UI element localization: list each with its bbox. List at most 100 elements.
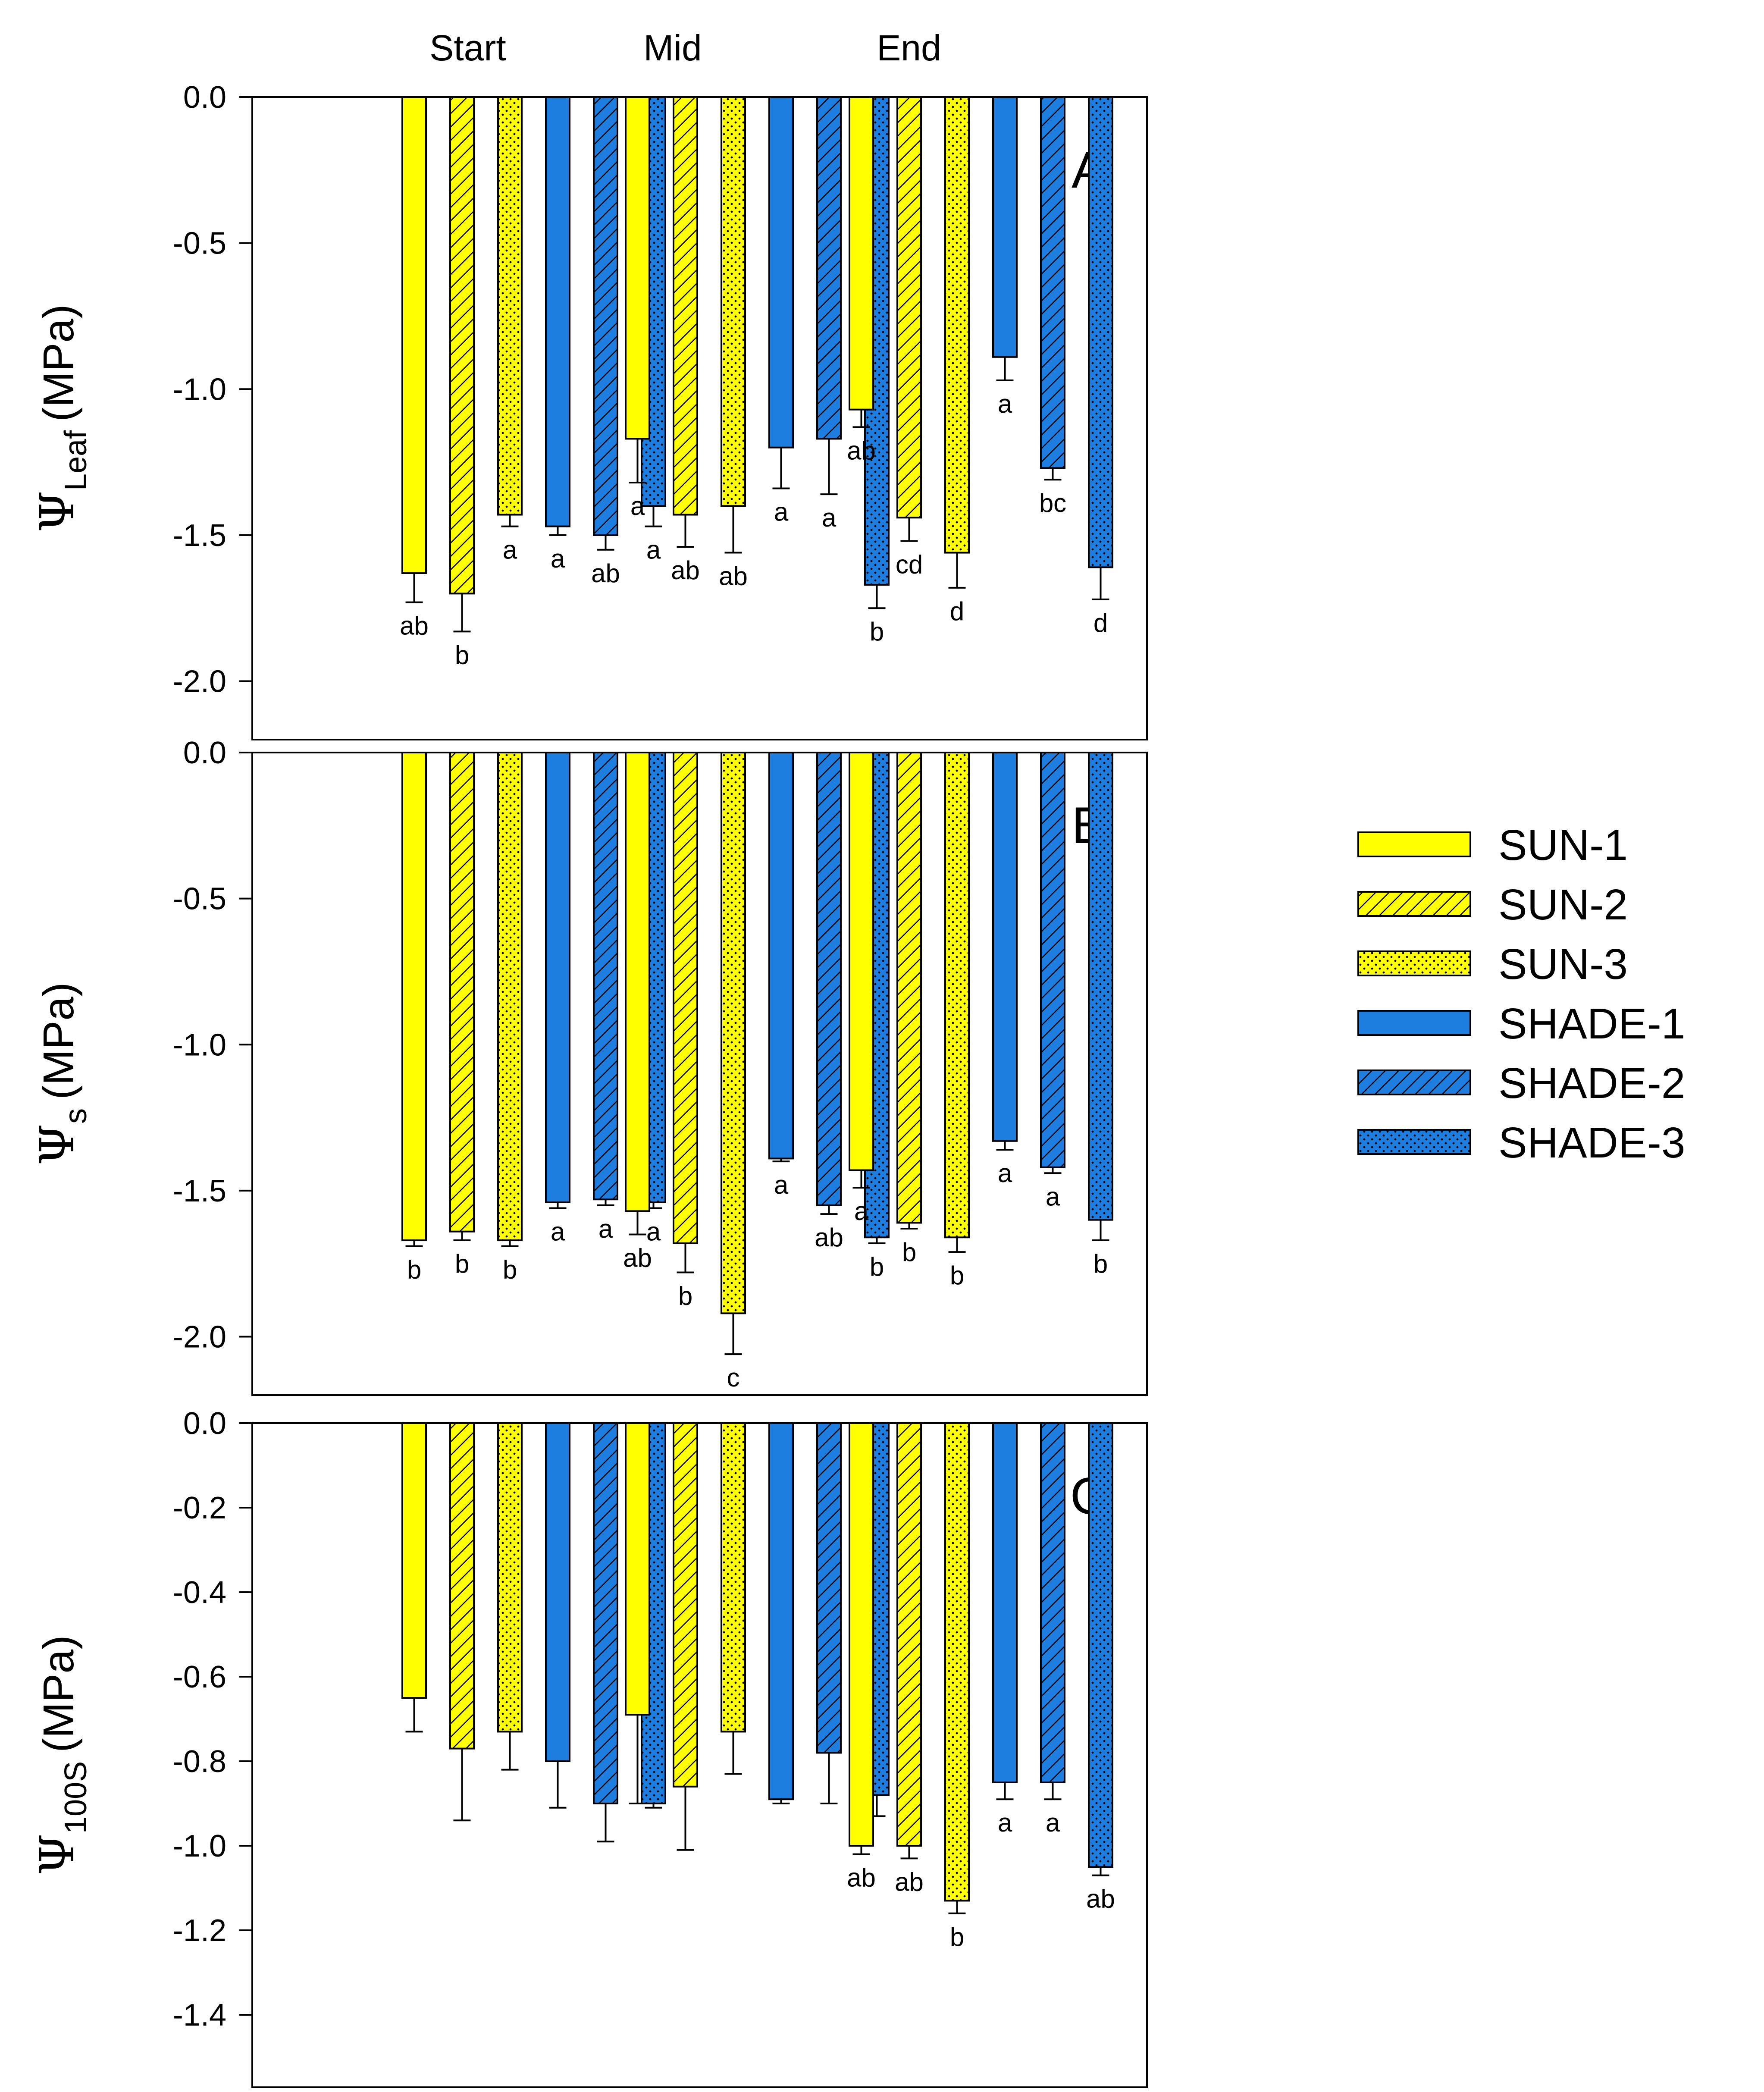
y-axis-subscript: s bbox=[59, 1108, 93, 1124]
legend-item-sun-2: SUN-2 bbox=[1357, 881, 1628, 929]
legend-item-shade-2: SHADE-2 bbox=[1357, 1059, 1685, 1107]
bar-outline bbox=[545, 96, 570, 527]
bar-shade-1-start bbox=[545, 1422, 570, 1762]
bar-fill bbox=[849, 753, 873, 1170]
period-label-end: End bbox=[877, 28, 941, 68]
bar-pattern bbox=[817, 97, 841, 439]
bar-pattern bbox=[594, 97, 617, 535]
period-label-mid: Mid bbox=[643, 28, 702, 68]
bar-pattern bbox=[674, 753, 697, 1243]
bar-sun-2-start bbox=[449, 96, 475, 595]
panel-a: 0.0-0.5-1.0-1.5-2.0AΨLeaf(MPa)abbaaabaaa… bbox=[29, 80, 1148, 740]
bar-shade-1-mid bbox=[768, 1422, 794, 1800]
y-axis-symbol: Ψ bbox=[29, 1124, 85, 1165]
significance-letter: ab bbox=[895, 1867, 924, 1896]
legend-swatch-outline bbox=[1357, 1070, 1471, 1095]
bar-pattern bbox=[721, 1423, 745, 1732]
bar-pattern bbox=[817, 1423, 841, 1753]
bar-shade-2-start bbox=[593, 96, 618, 536]
bar-sun-1-end bbox=[849, 1422, 874, 1847]
significance-letter: b bbox=[902, 1238, 916, 1267]
significance-letter: a bbox=[774, 1170, 789, 1199]
y-axis-symbol: Ψ bbox=[29, 1834, 85, 1875]
bar-pattern bbox=[498, 97, 522, 515]
significance-letter: c bbox=[727, 1363, 740, 1392]
bar-sun-1-start bbox=[401, 752, 427, 1242]
bar-pattern bbox=[498, 753, 522, 1241]
significance-letter: a bbox=[998, 1808, 1012, 1837]
significance-letter: bc bbox=[1039, 489, 1066, 518]
legend-item-shade-1: SHADE-1 bbox=[1357, 1000, 1685, 1048]
significance-letter: a bbox=[1046, 1808, 1060, 1837]
bar-shade-3-end bbox=[1088, 1422, 1113, 1868]
bar-pattern bbox=[1041, 1423, 1065, 1782]
bar-pattern bbox=[1089, 753, 1112, 1220]
bar-pattern bbox=[945, 753, 969, 1238]
legend-item-sun-3: SUN-3 bbox=[1357, 940, 1628, 988]
bar-shade-1-end bbox=[992, 96, 1018, 358]
y-axis-subscript: Leaf bbox=[59, 430, 93, 491]
significance-letter: b bbox=[870, 617, 884, 646]
bar-sun-3-mid bbox=[721, 96, 746, 507]
bar-pattern bbox=[594, 753, 617, 1200]
bar-sun-2-mid bbox=[673, 96, 698, 516]
bar-fill bbox=[769, 753, 793, 1159]
significance-letter: ab bbox=[1086, 1885, 1115, 1913]
bar-shade-2-end bbox=[1040, 1422, 1065, 1783]
significance-letter: cd bbox=[896, 550, 923, 579]
significance-letter: b bbox=[407, 1255, 421, 1284]
bar-shade-2-start bbox=[593, 1422, 618, 1804]
panel-frame bbox=[251, 752, 1148, 1396]
significance-letter: b bbox=[503, 1255, 517, 1284]
y-axis-unit: (MPa) bbox=[34, 1635, 83, 1753]
significance-letter: a bbox=[598, 1214, 613, 1243]
significance-letter: a bbox=[551, 544, 565, 573]
bar-pattern bbox=[1089, 97, 1112, 568]
legend-swatch-pattern bbox=[1358, 1070, 1470, 1095]
significance-letter: a bbox=[998, 389, 1012, 418]
bar-pattern bbox=[1041, 97, 1065, 468]
bar-sun-1-start bbox=[401, 1422, 427, 1699]
significance-letter: a bbox=[854, 1197, 869, 1226]
bar-sun-2-mid bbox=[673, 752, 698, 1244]
bar-sun-3-mid bbox=[721, 752, 746, 1314]
panel-c: 0.0-0.2-0.4-0.6-0.8-1.0-1.2-1.4CΨ100S(MP… bbox=[29, 1406, 1148, 2088]
y-tick-label: -0.5 bbox=[173, 226, 226, 261]
bar-sun-1-end bbox=[849, 96, 874, 411]
bar-sun-1-start bbox=[401, 96, 427, 574]
significance-letter: b bbox=[455, 640, 469, 669]
bar-pattern bbox=[674, 1423, 697, 1787]
bar-shade-3-end bbox=[1088, 752, 1113, 1221]
y-axis-label: Ψ100S (MPa) bbox=[29, 1635, 93, 1876]
bar-shade-1-mid bbox=[768, 96, 794, 449]
bar-shade-2-mid bbox=[816, 752, 842, 1206]
significance-letter: a bbox=[1046, 1182, 1060, 1211]
bar-shade-1-mid bbox=[768, 752, 794, 1160]
significance-letter: b bbox=[950, 1923, 964, 1951]
legend-swatch-pattern bbox=[1358, 1130, 1470, 1154]
bar-fill bbox=[402, 1423, 426, 1698]
bar-pattern bbox=[945, 97, 969, 553]
bar-fill bbox=[626, 753, 649, 1211]
y-tick-label: -1.5 bbox=[173, 518, 226, 553]
y-tick-label: -1.0 bbox=[173, 1028, 226, 1062]
bar-shade-1-start bbox=[545, 752, 570, 1203]
significance-letter: ab bbox=[623, 1244, 652, 1273]
bar-fill bbox=[626, 97, 649, 439]
significance-letter: b bbox=[455, 1249, 469, 1278]
legend-label: SUN-3 bbox=[1498, 940, 1628, 988]
y-tick-label: -1.5 bbox=[173, 1174, 226, 1208]
bar-pattern bbox=[1089, 1423, 1112, 1867]
bar-fill bbox=[546, 753, 570, 1202]
panel-frame bbox=[251, 1422, 1148, 2088]
bar-pattern bbox=[897, 97, 921, 518]
significance-letter: ab bbox=[591, 559, 620, 588]
bar-sun-2-end bbox=[896, 1422, 922, 1847]
significance-letter: a bbox=[822, 503, 837, 532]
significance-letter: a bbox=[774, 498, 789, 527]
panel-b: 0.0-0.5-1.0-1.5-2.0BΨs(MPa)bbbaaaabbcaab… bbox=[29, 736, 1148, 1396]
significance-letter: ab bbox=[815, 1223, 843, 1252]
significance-letter: b bbox=[1093, 1249, 1108, 1278]
significance-letter: ab bbox=[671, 556, 700, 585]
bar-pattern bbox=[897, 753, 921, 1223]
